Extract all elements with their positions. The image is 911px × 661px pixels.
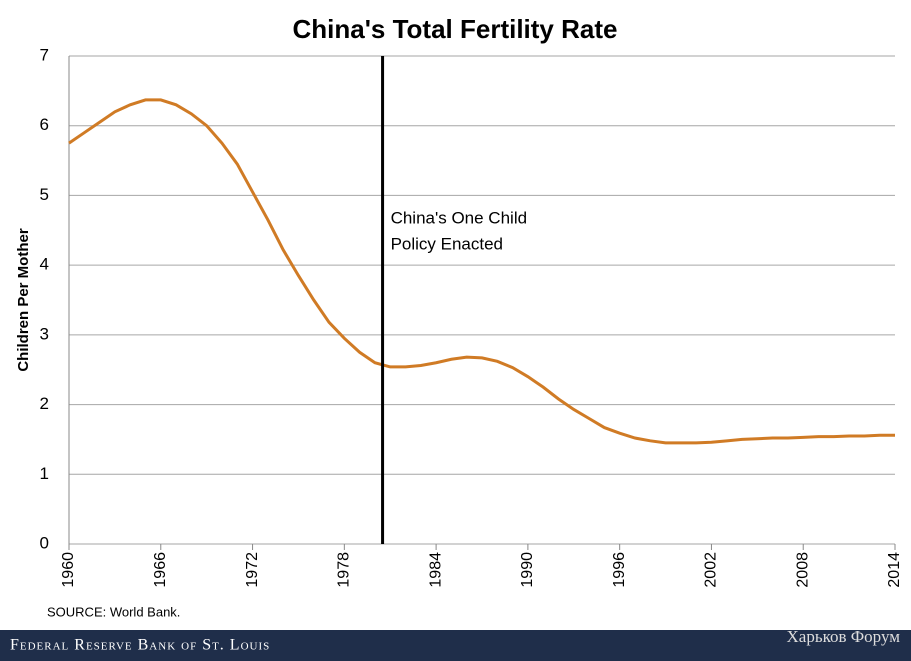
x-tick-label: 1996: [611, 552, 628, 588]
x-tick-label: 1966: [152, 552, 169, 588]
y-tick-label: 2: [40, 394, 49, 413]
x-tick-label: 1960: [60, 552, 77, 588]
annotation-text: China's One Child: [391, 208, 527, 227]
y-tick-label: 7: [40, 45, 49, 64]
x-tick-label: 1984: [427, 552, 444, 588]
y-tick-label: 6: [40, 115, 49, 134]
x-tick-label: 2002: [703, 552, 720, 588]
y-tick-label: 3: [40, 324, 49, 343]
y-tick-label: 0: [40, 533, 49, 552]
x-tick-label: 2014: [886, 552, 903, 588]
footer-text: Federal Reserve Bank of St. Louis: [10, 637, 270, 654]
x-tick-label: 1978: [336, 552, 353, 588]
x-tick-label: 1972: [244, 552, 261, 588]
source-note: SOURCE: World Bank.: [47, 604, 180, 619]
annotation-text: Policy Enacted: [391, 234, 503, 253]
y-tick-label: 5: [40, 185, 49, 204]
x-tick-label: 2008: [794, 552, 811, 588]
y-axis-label: Children Per Mother: [15, 228, 32, 372]
watermark: Харьков Форум: [787, 627, 901, 646]
chart-title: China's Total Fertility Rate: [293, 14, 618, 44]
data-line: [68, 98, 895, 445]
x-tick-label: 1990: [519, 552, 536, 588]
footer-bar: [0, 630, 911, 661]
y-tick-label: 1: [40, 464, 49, 483]
y-tick-label: 4: [40, 255, 49, 274]
